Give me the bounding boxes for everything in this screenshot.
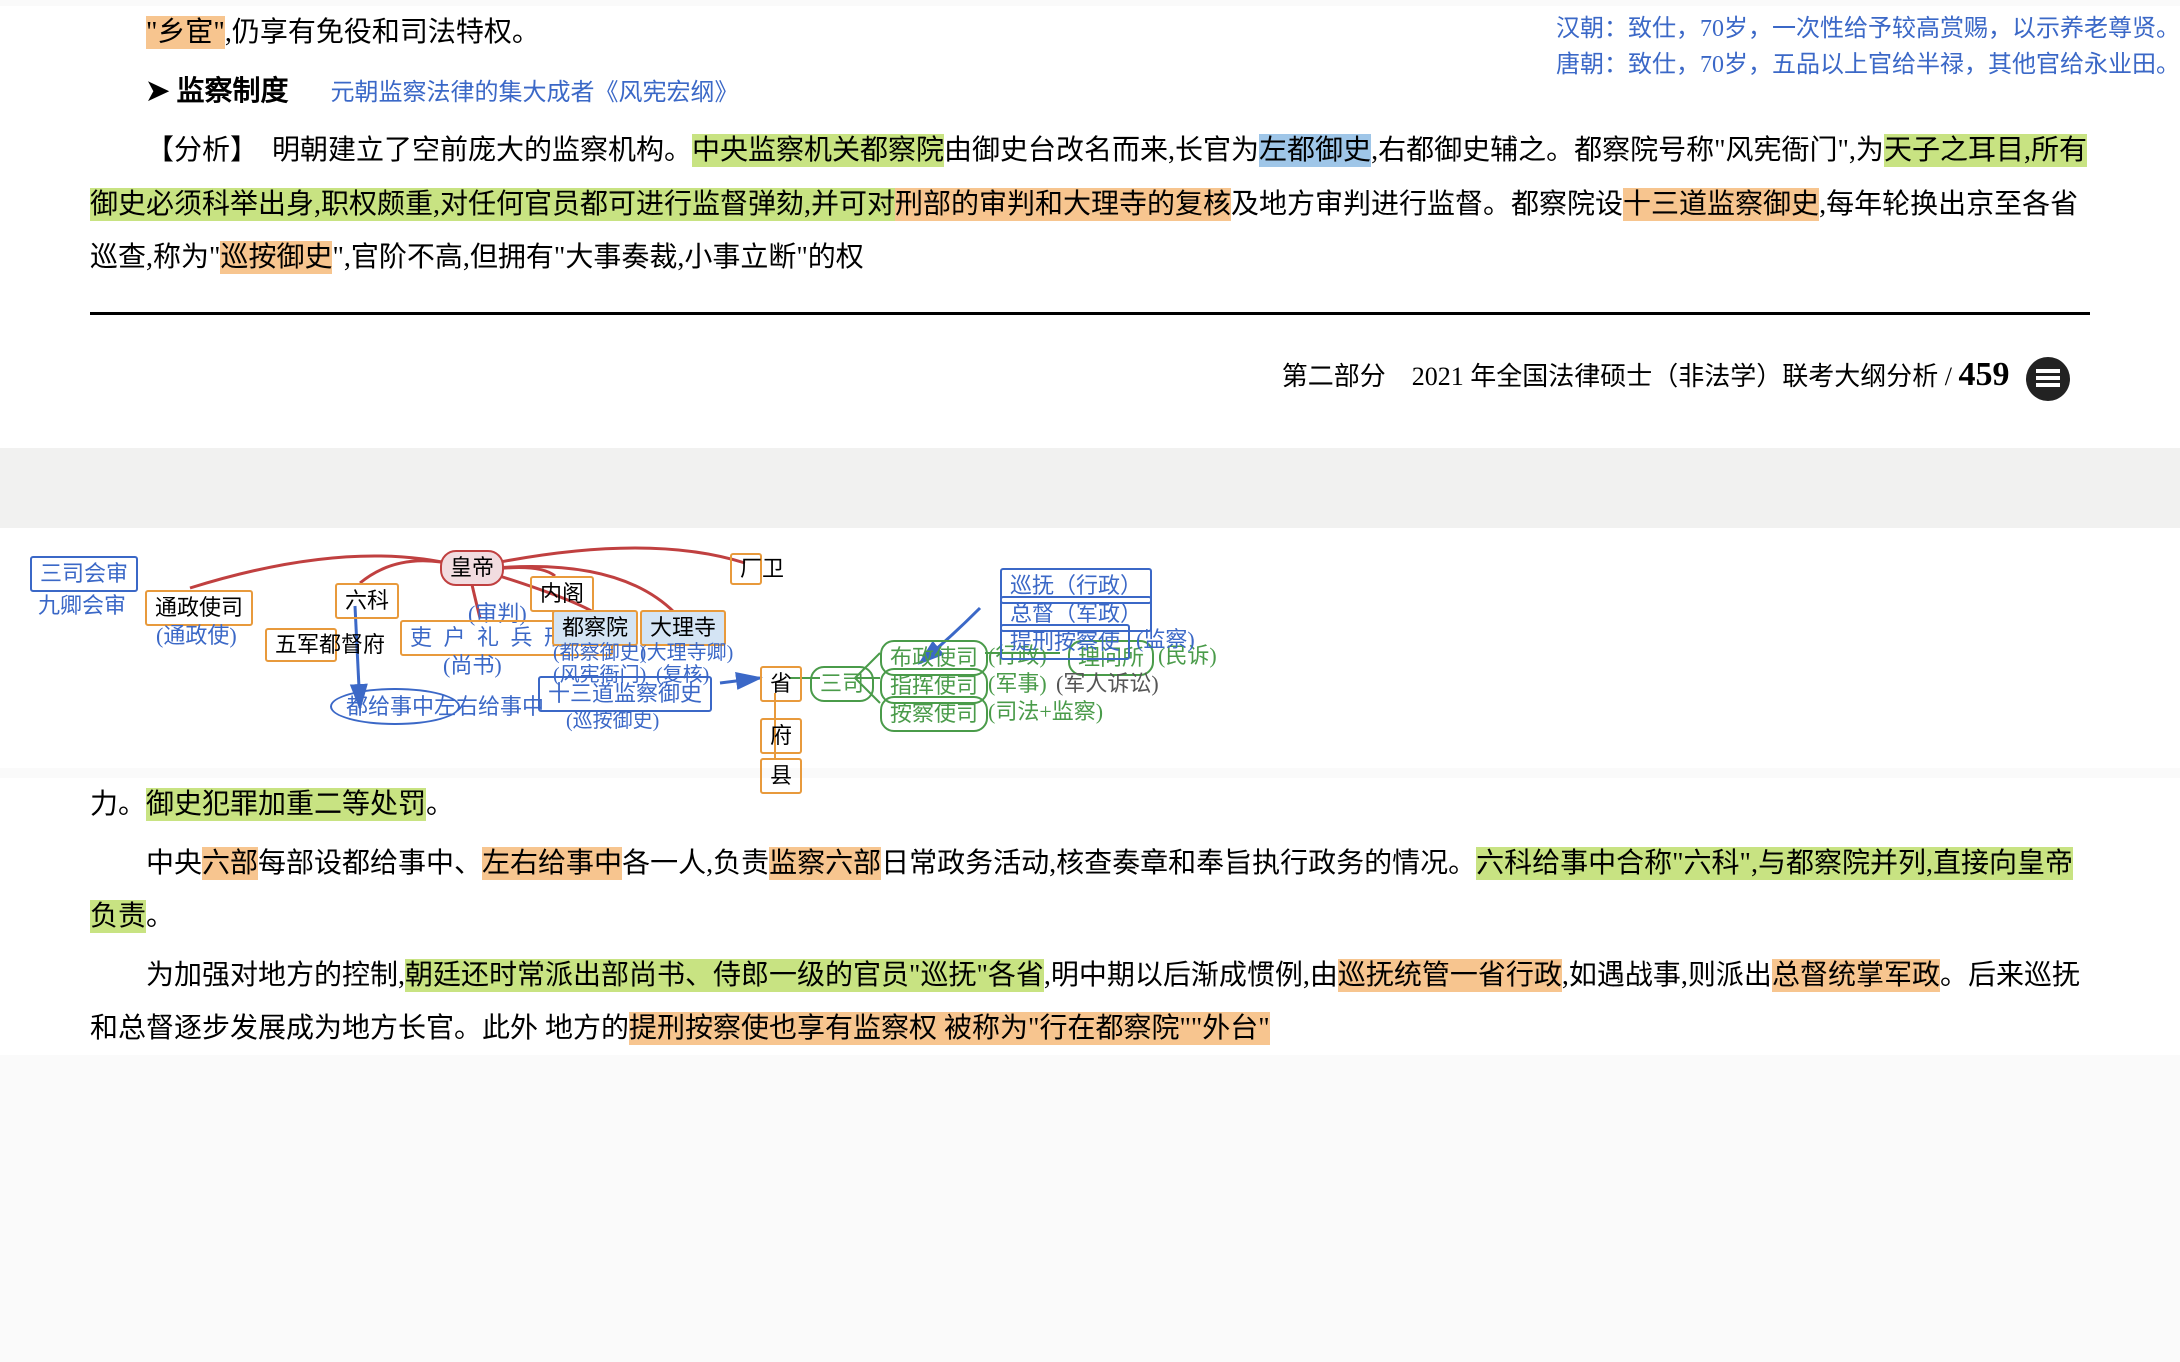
tixing-sub: (监察) [1128,624,1203,657]
para-liubu: 中央六部每部设都给事中、左右给事中各一人,负责监察六部日常政务活动,核查奏章和奉… [90,837,2090,943]
sansi-node: 三司 [810,666,874,703]
footer-rule [90,312,2090,315]
org-diagram: 三司会审 九卿会审 皇帝 六科 内阁 厂卫 通政使司 (通政使) 五军都督府 都… [0,528,2180,768]
xian-node: 县 [760,758,802,795]
tixing-node: 提刑按察使 [1000,624,1130,661]
book-icon [2026,357,2070,401]
para-continue: 力。御史犯罪加重二等处罚。 [90,778,2090,831]
jiuqing-huishen: 九卿会审 [30,590,134,623]
emperor-node: 皇帝 [440,550,504,587]
tongzheng-sub: (通政使) [148,620,245,653]
xianghuan: "乡宦" [146,16,225,49]
ancha-sub: (司法+监察) [980,696,1111,729]
para-xunfu: 为加强对地方的控制,朝廷还时常派出部尚书、侍郎一级的官员"巡抚"各省,明中期以后… [90,949,2090,1055]
side-note-han: 汉朝：致仕，70岁，一次性给予较高赏赐，以示养老尊贤。 [1556,10,2180,48]
junren-sub: (军人诉讼) [1048,668,1167,701]
changwei-node: 厂卫 [730,553,762,585]
heading-text: 监察制度 [176,76,288,107]
footer: 第二部分 2021 年全国法律硕士（非法学）联考大纲分析 / 459 [90,333,2090,448]
side-note-tang: 唐朝：致仕，70岁，五品以上官给半禄，其他官给永业田。 [1556,46,2180,84]
shangshu-sub: (尚书) [435,650,510,683]
wujun-node: 五军都督府 [265,628,337,662]
sheng-node: 省 [760,666,802,703]
analysis-para: 【分析】 明朝建立了空前庞大的监察机构。中央监察机关都察院由御史台改名而来,长官… [90,124,2090,284]
ancha-node: 按察使司 [880,696,988,733]
sansi-huishen: 三司会审 [30,556,138,593]
shisandao-sub: (巡按御史) [558,706,667,736]
arrow-icon: ➤ [146,76,169,107]
geishi-node: 都给事中左右给事中 [330,688,460,725]
heading-note: 元朝监察法律的集大成者《风宪宏纲》 [330,80,738,106]
gap [0,448,2180,528]
page-bottom: 力。御史犯罪加重二等处罚。 中央六部每部设都给事中、左右给事中各一人,负责监察六… [0,778,2180,1056]
page-top: 汉朝：致仕，70岁，一次性给予较高赏赐，以示养老尊贤。 唐朝：致仕，70岁，五品… [0,6,2180,448]
neige-node: 内阁 [530,576,594,613]
fu-node: 府 [760,718,802,755]
liuke-node: 六科 [335,583,399,620]
